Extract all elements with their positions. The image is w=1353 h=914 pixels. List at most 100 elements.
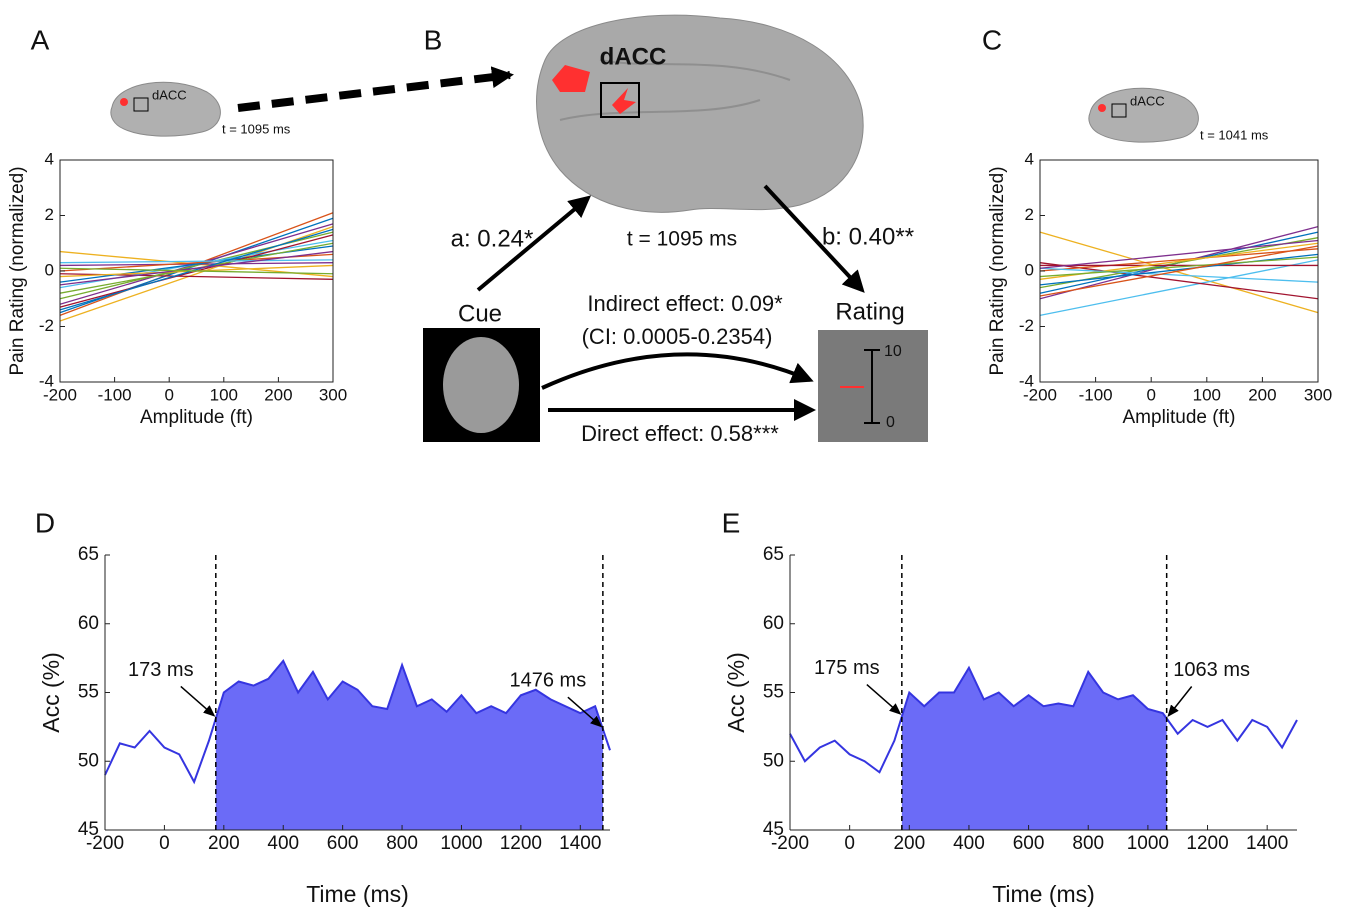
y-tick-label: 0 — [45, 260, 54, 279]
roi-box — [133, 97, 149, 112]
ci-label: (CI: 0.0005-0.2354) — [582, 324, 773, 349]
brain-inset — [1088, 87, 1199, 143]
data-line — [104, 659, 611, 785]
cue-label: Cue — [458, 300, 502, 327]
mediation-diagram: dACC t = 1095 ms a: 0.24* b: 0.40** Cue … — [237, 14, 928, 446]
y-tick-label: 65 — [763, 544, 784, 565]
panel-letter: A — [31, 24, 50, 55]
x-tick-label: -200 — [43, 385, 77, 404]
panel-letter: D — [35, 507, 55, 538]
roi-box — [1111, 103, 1127, 118]
x-tick-label: 1200 — [500, 833, 542, 854]
y-tick-label: 2 — [45, 205, 54, 224]
y-tick-label: -2 — [1019, 316, 1034, 335]
data-line — [59, 250, 334, 286]
onset-arrow — [1167, 686, 1193, 718]
data-line — [59, 225, 334, 322]
x-tick-label: 200 — [208, 833, 240, 854]
x-axis-label: Amplitude (ft) — [1123, 407, 1236, 428]
x-tick-label: 400 — [953, 833, 985, 854]
y-axis-label: Pain Rating (normalized) — [987, 166, 1008, 375]
inset-region: dACC — [152, 87, 187, 102]
brain — [536, 14, 864, 213]
inset-region: dACC — [1130, 93, 1165, 108]
x-tick-label: 1000 — [440, 833, 482, 854]
y-tick-label: -4 — [1019, 371, 1034, 390]
indirect-label: Indirect effect: 0.09* — [587, 291, 783, 316]
y-tick-label: 55 — [763, 682, 784, 703]
x-tick-label: 100 — [1193, 385, 1221, 404]
inset-time: t = 1095 ms — [222, 121, 291, 136]
onset-arrow — [866, 683, 902, 715]
data-line — [1039, 231, 1319, 314]
x-tick-label: 0 — [159, 833, 170, 854]
x-axis-label: Amplitude (ft) — [140, 407, 253, 428]
y-tick-label: 45 — [78, 819, 99, 840]
x-tick-label: 0 — [1146, 385, 1155, 404]
y-tick-label: 60 — [763, 613, 784, 634]
x-tick-label: 1000 — [1127, 833, 1169, 854]
x-axis-label: Time (ms) — [992, 881, 1095, 907]
data-line — [789, 665, 1298, 774]
data-line — [1039, 245, 1319, 297]
x-tick-label: 100 — [210, 385, 238, 404]
x-tick-label: 1400 — [1246, 833, 1288, 854]
y-axis-label: Acc (%) — [723, 652, 749, 733]
x-tick-label: -200 — [1023, 385, 1057, 404]
x-tick-label: 200 — [1248, 385, 1276, 404]
activation — [1098, 104, 1106, 112]
dashed-arrow — [237, 66, 514, 112]
data-line — [59, 228, 334, 311]
x-tick-label: 0 — [844, 833, 855, 854]
y-axis-label: Acc (%) — [38, 652, 64, 733]
path-b-label: b: 0.40** — [822, 223, 914, 250]
panel-letter: B — [424, 24, 443, 55]
y-tick-label: 45 — [763, 819, 784, 840]
x-tick-label: -100 — [98, 385, 132, 404]
activation — [552, 65, 590, 92]
scale-label: 0 — [886, 414, 895, 431]
x-tick-label: 800 — [1072, 833, 1104, 854]
rating-label: Rating — [835, 298, 904, 325]
y-tick-label: 65 — [78, 544, 99, 565]
x-tick-label: 600 — [327, 833, 359, 854]
x-axis-label: Time (ms) — [306, 881, 409, 907]
x-tick-label: -200 — [771, 833, 809, 854]
x-tick-label: 300 — [1304, 385, 1332, 404]
direct-label: Direct effect: 0.58*** — [581, 421, 779, 446]
time-label: t = 1095 ms — [627, 228, 737, 251]
inset-time: t = 1041 ms — [1200, 127, 1269, 142]
y-tick-label: 55 — [78, 682, 99, 703]
x-tick-label: 200 — [893, 833, 925, 854]
data-line — [1039, 267, 1319, 283]
y-tick-label: -2 — [39, 316, 54, 335]
face — [443, 337, 519, 433]
y-axis-label: Pain Rating (normalized) — [7, 166, 28, 375]
x-tick-label: 200 — [264, 385, 292, 404]
activation — [612, 88, 636, 114]
x-tick-label: -200 — [86, 833, 124, 854]
panel-letter: C — [982, 24, 1002, 55]
data-line — [59, 259, 334, 264]
data-line — [1039, 256, 1319, 278]
data-line — [1039, 262, 1319, 300]
region-label: dACC — [600, 43, 667, 70]
x-tick-label: 1200 — [1186, 833, 1228, 854]
x-tick-label: 300 — [319, 385, 347, 404]
brain-inset — [110, 81, 221, 137]
y-tick-label: 0 — [1025, 260, 1034, 279]
onset-arrow — [567, 696, 603, 728]
path-a-label: a: 0.24* — [451, 225, 534, 252]
x-tick-label: 800 — [386, 833, 418, 854]
y-tick-label: 2 — [1025, 205, 1034, 224]
x-tick-label: 400 — [267, 833, 299, 854]
y-tick-label: 4 — [45, 149, 54, 168]
x-tick-label: 600 — [1013, 833, 1045, 854]
shaded-area — [901, 667, 1167, 830]
y-tick-label: 4 — [1025, 149, 1034, 168]
shaded-area — [215, 660, 603, 830]
roi-box — [600, 82, 640, 118]
onset-arrow — [180, 685, 216, 717]
y-tick-label: 60 — [78, 613, 99, 634]
